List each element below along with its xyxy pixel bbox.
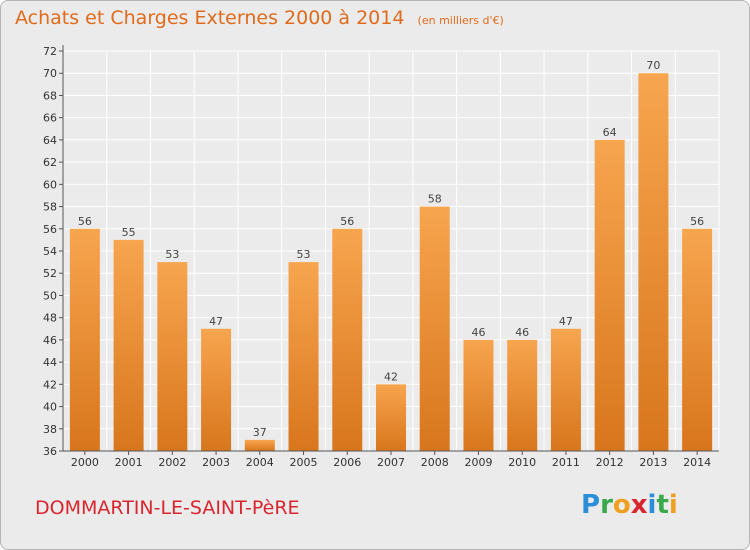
y-tick-label: 54 bbox=[43, 245, 57, 258]
y-tick-label: 52 bbox=[43, 267, 57, 280]
y-tick-label: 58 bbox=[43, 201, 57, 214]
x-tick-label: 2005 bbox=[290, 456, 318, 469]
value-label: 70 bbox=[646, 59, 660, 72]
bar bbox=[288, 262, 319, 451]
y-tick-label: 36 bbox=[43, 445, 57, 458]
bar bbox=[682, 228, 713, 451]
value-label: 64 bbox=[603, 126, 617, 139]
value-label: 58 bbox=[428, 193, 442, 206]
value-label: 55 bbox=[122, 226, 136, 239]
y-tick-label: 70 bbox=[43, 67, 57, 80]
y-tick-label: 62 bbox=[43, 156, 57, 169]
x-tick-label: 2011 bbox=[552, 456, 580, 469]
value-label: 42 bbox=[384, 370, 398, 383]
y-tick-label: 44 bbox=[43, 356, 57, 369]
title-row: Achats et Charges Externes 2000 à 2014 (… bbox=[15, 7, 504, 29]
bar bbox=[463, 339, 494, 451]
bar bbox=[419, 206, 450, 451]
value-labels: 56 55 53 47 37 53 56 42 58 46 46 47 64 70 56 bbox=[78, 59, 704, 439]
y-tick-label: 40 bbox=[43, 401, 57, 414]
x-tick-label: 2010 bbox=[508, 456, 536, 469]
y-tick-label: 38 bbox=[43, 423, 57, 436]
x-tick-label: 2012 bbox=[596, 456, 624, 469]
value-label: 46 bbox=[515, 326, 529, 339]
x-tick-label: 2006 bbox=[333, 456, 361, 469]
x-tick-label: 2003 bbox=[202, 456, 230, 469]
chart-title: Achats et Charges Externes 2000 à 2014 bbox=[15, 7, 405, 29]
y-tick-label: 46 bbox=[43, 334, 57, 347]
axes: 36 38 40 42 44 46 48 50 52 54 56 58 60 62 64 66 68 70 72 20… bbox=[43, 45, 719, 469]
commune-name: DOMMARTIN-LE-SAINT-PèRE bbox=[35, 497, 300, 519]
y-tick-label: 56 bbox=[43, 223, 57, 236]
bar bbox=[157, 262, 188, 451]
bar bbox=[69, 228, 100, 451]
x-tick-label: 2007 bbox=[377, 456, 405, 469]
y-tick-label: 42 bbox=[43, 378, 57, 391]
value-label: 56 bbox=[78, 215, 92, 228]
bar bbox=[507, 339, 538, 451]
x-tick-label: 2000 bbox=[71, 456, 99, 469]
bar bbox=[376, 384, 406, 451]
value-label: 56 bbox=[340, 215, 354, 228]
value-label: 47 bbox=[209, 315, 223, 328]
x-tick-label: 2002 bbox=[158, 456, 186, 469]
bars bbox=[69, 73, 713, 451]
y-tick-label: 72 bbox=[43, 45, 57, 58]
x-tick-label: 2013 bbox=[639, 456, 667, 469]
bar bbox=[201, 328, 232, 451]
value-label: 53 bbox=[297, 248, 311, 261]
proxiti-logo[interactable]: Proxiti bbox=[581, 490, 678, 520]
y-tick-label: 50 bbox=[43, 289, 57, 302]
value-label: 46 bbox=[471, 326, 485, 339]
x-tick-label: 2009 bbox=[464, 456, 492, 469]
value-label: 56 bbox=[690, 215, 704, 228]
x-tick-label: 2004 bbox=[246, 456, 274, 469]
bar bbox=[638, 73, 669, 451]
value-label: 37 bbox=[253, 426, 267, 439]
y-tick-label: 64 bbox=[43, 134, 57, 147]
bar bbox=[550, 328, 581, 451]
bar bbox=[594, 139, 625, 451]
bar bbox=[332, 228, 363, 451]
bar bbox=[244, 439, 275, 451]
y-tick-label: 60 bbox=[43, 178, 57, 191]
bar bbox=[113, 239, 144, 451]
x-tick-label: 2008 bbox=[421, 456, 449, 469]
y-tick-label: 68 bbox=[43, 89, 57, 102]
chart-unit: (en milliers d'€) bbox=[417, 14, 504, 27]
y-tick-label: 48 bbox=[43, 312, 57, 325]
value-label: 47 bbox=[559, 315, 573, 328]
value-label: 53 bbox=[165, 248, 179, 261]
y-tick-label: 66 bbox=[43, 112, 57, 125]
x-tick-label: 2001 bbox=[115, 456, 143, 469]
x-tick-label: 2014 bbox=[683, 456, 711, 469]
